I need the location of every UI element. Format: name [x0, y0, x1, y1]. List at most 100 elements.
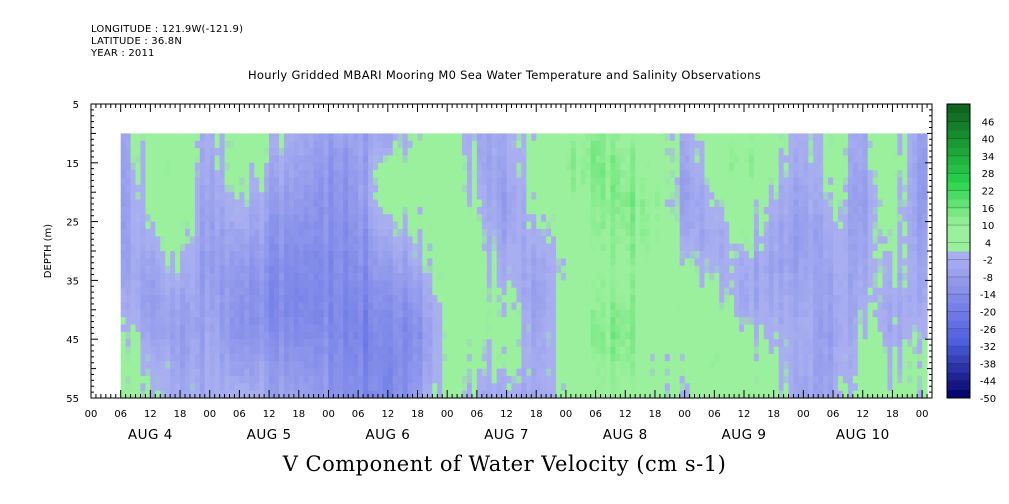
heatmap-cell — [531, 368, 537, 377]
heatmap-cell — [798, 148, 804, 157]
heatmap-cell — [120, 214, 127, 223]
heatmap-cell — [442, 368, 448, 377]
heatmap-cell — [600, 170, 607, 179]
heatmap-cell — [669, 148, 676, 157]
heatmap-cell — [521, 273, 527, 281]
heatmap-cell — [264, 295, 270, 304]
heatmap-cell — [244, 236, 250, 245]
heatmap-cell — [457, 346, 463, 355]
heatmap-cell — [531, 346, 537, 355]
heatmap-cell — [372, 368, 379, 377]
heatmap-cell — [422, 133, 428, 142]
heatmap-cell — [585, 177, 592, 186]
heatmap-cell — [476, 228, 483, 237]
heatmap-cell — [328, 346, 335, 355]
heatmap-cell — [323, 368, 330, 377]
heatmap-cell — [595, 346, 602, 355]
heatmap-cell — [283, 324, 290, 333]
heatmap-cell — [372, 148, 379, 157]
heatmap-cell — [358, 317, 364, 326]
heatmap-cell — [674, 192, 681, 201]
heatmap-cell — [476, 177, 483, 186]
heatmap-cell — [397, 148, 404, 157]
heatmap-cell — [516, 199, 522, 208]
heatmap-cell — [575, 339, 582, 348]
heatmap-cell — [783, 228, 790, 237]
heatmap-cell — [654, 375, 661, 384]
heatmap-cell — [714, 339, 720, 348]
heatmap-cell — [491, 302, 498, 311]
heatmap-cell — [669, 214, 676, 223]
heatmap-cell — [783, 243, 790, 252]
heatmap-cell — [333, 390, 339, 399]
heatmap-cell — [763, 317, 770, 326]
heatmap-cell — [684, 353, 691, 362]
heatmap-cell — [194, 140, 201, 149]
heatmap-cell — [422, 317, 428, 326]
heatmap-cell — [120, 346, 127, 355]
heatmap-cell — [180, 243, 186, 252]
heatmap-cell — [531, 148, 537, 157]
heatmap-cell — [269, 324, 275, 333]
heatmap-cell — [135, 361, 142, 370]
heatmap-cell — [293, 317, 300, 326]
heatmap-cell — [407, 251, 414, 259]
heatmap-cell — [516, 368, 522, 377]
heatmap-cell — [140, 317, 147, 326]
heatmap-cell — [432, 243, 438, 252]
heatmap-cell — [699, 251, 706, 259]
heatmap-cell — [155, 133, 161, 142]
heatmap-cell — [303, 265, 310, 274]
heatmap-cell — [763, 302, 770, 311]
heatmap-cell — [773, 155, 780, 164]
heatmap-cell — [709, 273, 715, 281]
heatmap-cell — [298, 206, 305, 215]
heatmap-cell — [580, 221, 587, 230]
heatmap-cell — [130, 309, 137, 318]
heatmap-cell — [140, 221, 147, 230]
heatmap-cell — [625, 258, 631, 267]
heatmap-cell — [184, 368, 191, 377]
heatmap-cell — [615, 236, 621, 245]
heatmap-cell — [184, 346, 191, 355]
heatmap-cell — [536, 375, 542, 384]
heatmap-cell — [536, 368, 542, 377]
heatmap-cell — [392, 302, 399, 311]
heatmap-cell — [184, 243, 191, 252]
heatmap-cell — [199, 361, 206, 370]
heatmap-cell — [219, 324, 226, 333]
heatmap-cell — [407, 177, 414, 186]
heatmap-cell — [798, 199, 804, 208]
heatmap-cell — [303, 214, 310, 223]
heatmap-cell — [417, 317, 424, 326]
heatmap-cell — [640, 353, 646, 362]
heatmap-cell — [189, 162, 196, 171]
heatmap-cell — [427, 324, 433, 333]
heatmap-cell — [516, 353, 522, 362]
heatmap-cell — [338, 317, 344, 326]
heatmap-cell — [244, 184, 250, 193]
heatmap-cell — [175, 192, 181, 201]
heatmap-cell — [402, 287, 409, 296]
heatmap-cell — [333, 368, 339, 377]
heatmap-cell — [768, 199, 775, 208]
heatmap-cell — [125, 236, 132, 245]
heatmap-cell — [244, 361, 250, 370]
heatmap-cell — [476, 192, 483, 201]
heatmap-cell — [536, 133, 542, 142]
heatmap-cell — [684, 317, 691, 326]
heatmap-cell — [481, 375, 488, 384]
heatmap-cell — [788, 140, 795, 149]
heatmap-cell — [605, 177, 612, 186]
heatmap-cell — [244, 258, 250, 267]
heatmap-cell — [447, 192, 453, 201]
heatmap-cell — [427, 206, 433, 215]
heatmap-cell — [516, 309, 522, 318]
heatmap-cell — [684, 236, 691, 245]
heatmap-cell — [422, 148, 428, 157]
heatmap-cell — [417, 273, 424, 281]
heatmap-cell — [580, 295, 587, 304]
heatmap-cell — [184, 390, 191, 399]
heatmap-cell — [447, 206, 453, 215]
